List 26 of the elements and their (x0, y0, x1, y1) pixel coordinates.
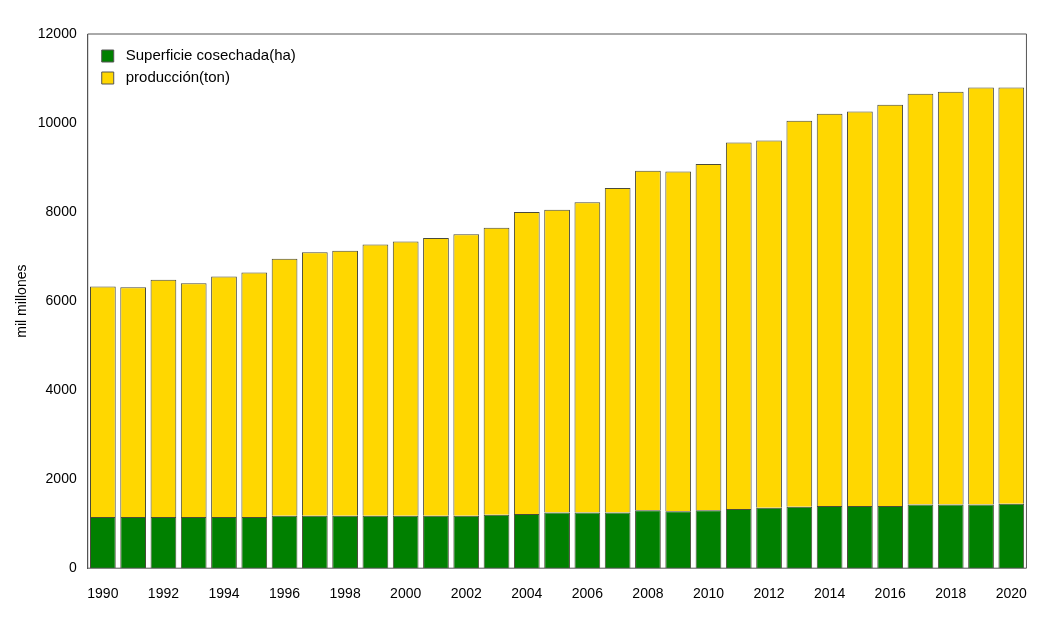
x-tick-label: 2002 (450, 585, 483, 602)
legend-label: producción(ton) (125, 68, 230, 86)
x-tick-label: 2000 (390, 585, 422, 602)
x-tick-label: 1998 (329, 585, 361, 602)
x-tick-label: 1996 (268, 585, 301, 602)
y-tick-label: 4000 (45, 380, 77, 397)
x-tick-label: 2016 (874, 585, 906, 602)
y-tick-label: 10000 (37, 113, 77, 130)
x-tick-label: 2004 (511, 585, 543, 602)
x-tick-label: 2010 (692, 585, 725, 602)
x-tick-label: 2014 (814, 585, 846, 602)
x-tick-label: 1990 (87, 585, 119, 602)
y-axis-title: mil millones (13, 264, 30, 338)
x-tick-label: 1992 (147, 585, 180, 602)
x-tick-label: 2008 (632, 585, 664, 602)
x-tick-label: 2006 (571, 585, 604, 602)
x-tick-label: 2018 (935, 585, 967, 602)
y-tick-label: 6000 (45, 291, 77, 308)
x-tick-label: 2012 (753, 585, 785, 602)
y-tick-label: 8000 (45, 202, 77, 219)
y-tick-label: 12000 (37, 24, 77, 41)
y-tick-label: 0 (68, 559, 77, 576)
legend-label: Superficie cosechada(ha) (125, 46, 296, 64)
x-tick-label: 2020 (995, 585, 1028, 602)
x-tick-label: 1994 (208, 585, 240, 602)
y-tick-label: 2000 (45, 470, 77, 487)
